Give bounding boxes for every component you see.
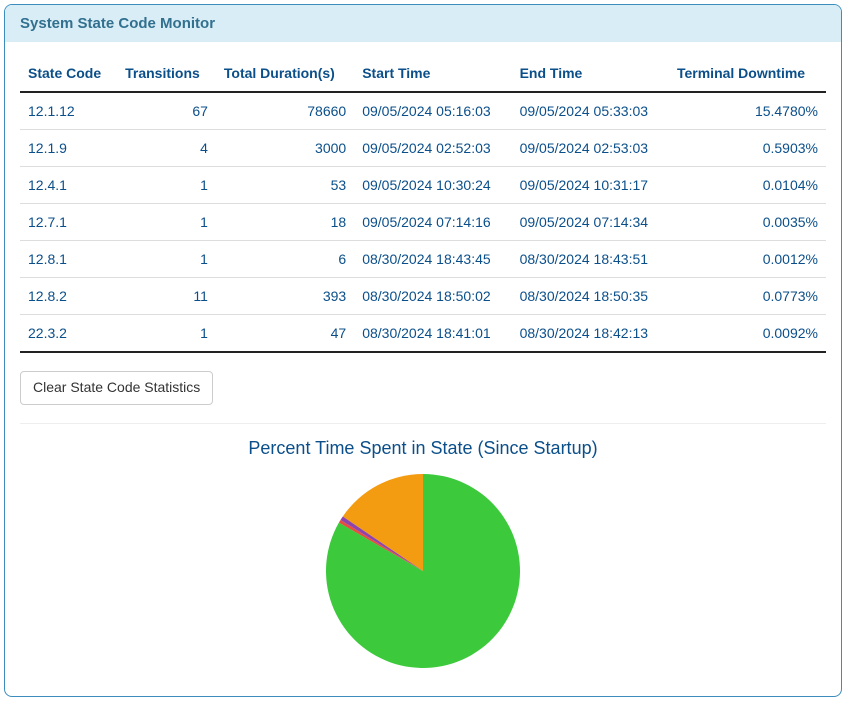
table-header-row: State Code Transitions Total Duration(s)… (20, 57, 826, 92)
col-header-transitions[interactable]: Transitions (117, 57, 216, 92)
cell-terminal-downtime: 0.0092% (669, 315, 826, 353)
cell-state-code: 12.1.12 (20, 92, 117, 130)
cell-transitions: 67 (117, 92, 216, 130)
cell-end-time: 09/05/2024 05:33:03 (512, 92, 669, 130)
cell-terminal-downtime: 0.0035% (669, 204, 826, 241)
table-row: 12.7.111809/05/2024 07:14:1609/05/2024 0… (20, 204, 826, 241)
cell-total-duration: 3000 (216, 130, 354, 167)
cell-total-duration: 393 (216, 278, 354, 315)
table-row: 12.1.94300009/05/2024 02:52:0309/05/2024… (20, 130, 826, 167)
cell-state-code: 12.4.1 (20, 167, 117, 204)
table-row: 12.8.21139308/30/2024 18:50:0208/30/2024… (20, 278, 826, 315)
chart-title: Percent Time Spent in State (Since Start… (20, 438, 826, 459)
cell-total-duration: 78660 (216, 92, 354, 130)
cell-state-code: 12.7.1 (20, 204, 117, 241)
cell-start-time: 08/30/2024 18:43:45 (354, 241, 511, 278)
cell-state-code: 22.3.2 (20, 315, 117, 353)
table-row: 22.3.214708/30/2024 18:41:0108/30/2024 1… (20, 315, 826, 353)
cell-start-time: 08/30/2024 18:41:01 (354, 315, 511, 353)
col-header-end-time[interactable]: End Time (512, 57, 669, 92)
cell-total-duration: 6 (216, 241, 354, 278)
col-header-state-code[interactable]: State Code (20, 57, 117, 92)
state-code-table: State Code Transitions Total Duration(s)… (20, 57, 826, 353)
pie-chart-container (20, 471, 826, 681)
cell-transitions: 11 (117, 278, 216, 315)
cell-terminal-downtime: 0.0012% (669, 241, 826, 278)
col-header-start-time[interactable]: Start Time (354, 57, 511, 92)
cell-state-code: 12.8.1 (20, 241, 117, 278)
cell-state-code: 12.1.9 (20, 130, 117, 167)
cell-transitions: 1 (117, 241, 216, 278)
cell-end-time: 09/05/2024 02:53:03 (512, 130, 669, 167)
cell-start-time: 09/05/2024 05:16:03 (354, 92, 511, 130)
col-header-terminal-downtime[interactable]: Terminal Downtime (669, 57, 826, 92)
divider (20, 423, 826, 424)
cell-terminal-downtime: 0.0773% (669, 278, 826, 315)
clear-statistics-button[interactable]: Clear State Code Statistics (20, 371, 213, 405)
cell-terminal-downtime: 0.5903% (669, 130, 826, 167)
col-header-total-duration[interactable]: Total Duration(s) (216, 57, 354, 92)
cell-terminal-downtime: 15.4780% (669, 92, 826, 130)
cell-start-time: 09/05/2024 07:14:16 (354, 204, 511, 241)
cell-transitions: 1 (117, 315, 216, 353)
panel-body: State Code Transitions Total Duration(s)… (5, 42, 841, 696)
panel-title: System State Code Monitor (5, 5, 841, 42)
cell-end-time: 08/30/2024 18:50:35 (512, 278, 669, 315)
cell-total-duration: 53 (216, 167, 354, 204)
table-row: 12.1.12677866009/05/2024 05:16:0309/05/2… (20, 92, 826, 130)
cell-start-time: 09/05/2024 02:52:03 (354, 130, 511, 167)
cell-transitions: 4 (117, 130, 216, 167)
cell-transitions: 1 (117, 167, 216, 204)
cell-end-time: 09/05/2024 07:14:34 (512, 204, 669, 241)
cell-end-time: 09/05/2024 10:31:17 (512, 167, 669, 204)
pie-chart (323, 471, 523, 671)
cell-end-time: 08/30/2024 18:42:13 (512, 315, 669, 353)
cell-total-duration: 18 (216, 204, 354, 241)
cell-start-time: 08/30/2024 18:50:02 (354, 278, 511, 315)
table-row: 12.8.11608/30/2024 18:43:4508/30/2024 18… (20, 241, 826, 278)
cell-end-time: 08/30/2024 18:43:51 (512, 241, 669, 278)
cell-transitions: 1 (117, 204, 216, 241)
state-code-monitor-panel: System State Code Monitor State Code Tra… (4, 4, 842, 697)
cell-total-duration: 47 (216, 315, 354, 353)
cell-terminal-downtime: 0.0104% (669, 167, 826, 204)
cell-start-time: 09/05/2024 10:30:24 (354, 167, 511, 204)
cell-state-code: 12.8.2 (20, 278, 117, 315)
table-row: 12.4.115309/05/2024 10:30:2409/05/2024 1… (20, 167, 826, 204)
